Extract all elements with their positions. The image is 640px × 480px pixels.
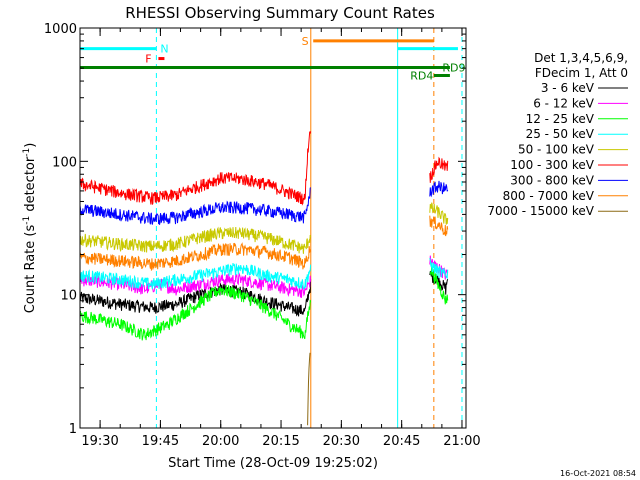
- x-tick-label: 21:00: [443, 434, 480, 449]
- series-line: [429, 257, 449, 280]
- series-line: [79, 187, 311, 225]
- series-line: [307, 352, 311, 426]
- y-tick-label: 1000: [44, 22, 77, 37]
- series-line: [79, 279, 312, 317]
- plot-area: NF S RD9 RD4: [79, 28, 466, 428]
- x-axis: 19:30 19:45 20:00 20:15 20:30 20:45 21:00: [79, 28, 481, 449]
- legend-label: 6 - 12 keV: [533, 96, 595, 110]
- series-line: [429, 271, 449, 295]
- x-tick-label: 20:30: [323, 434, 360, 449]
- legend-label: 50 - 100 keV: [518, 143, 595, 157]
- legend-header-line1: Det 1,3,4,5,6,9,: [534, 51, 628, 65]
- legend-label: 7000 - 15000 keV: [487, 204, 594, 218]
- y-axis-label-part: Count Rate (s: [23, 225, 38, 314]
- x-tick-label: 19:45: [142, 434, 179, 449]
- legend: Det 1,3,4,5,6,9, FDecim 1, Att 0 3 - 6 k…: [487, 51, 628, 218]
- series-line: [429, 215, 449, 237]
- legend-label: 12 - 25 keV: [526, 112, 595, 126]
- flag-label: S: [302, 35, 309, 48]
- x-axis-label: Start Time (28-Oct-09 19:25:02): [168, 456, 378, 471]
- series-line: [79, 263, 312, 290]
- y-axis-label-end: ): [23, 143, 38, 148]
- series-line: [79, 131, 312, 206]
- flag-label: N: [160, 43, 168, 56]
- series-line: [79, 242, 312, 271]
- plot-frame: [79, 27, 467, 429]
- legend-header-line2: FDecim 1, Att 0: [535, 66, 628, 80]
- footer-timestamp: 16-Oct-2021 08:54: [560, 469, 636, 478]
- y-axis-label-part2: detector: [23, 156, 38, 216]
- series-line: [429, 156, 449, 183]
- series-line: [79, 272, 312, 298]
- y-axis-label-exp1: -1: [22, 216, 32, 225]
- y-tick-label: 1: [69, 422, 77, 437]
- y-tick-label: 100: [52, 155, 77, 170]
- y-axis-label: Count Rate (s-1 detector-1): [22, 143, 38, 314]
- legend-label: 25 - 50 keV: [526, 127, 595, 141]
- y-axis: 1 10 100 1000: [44, 22, 466, 437]
- series-line: [429, 180, 449, 198]
- series-line: [429, 202, 449, 225]
- x-tick-label: 20:00: [202, 434, 239, 449]
- y-axis-label-exp2: -1: [22, 148, 32, 157]
- y-tick-label: 10: [60, 289, 77, 304]
- flag-label: RD4: [410, 70, 433, 83]
- x-tick-label: 20:45: [383, 434, 420, 449]
- x-tick-label: 20:15: [262, 434, 299, 449]
- chart-title: RHESSI Observing Summary Count Rates: [125, 4, 435, 22]
- x-tick-label: 19:30: [81, 434, 118, 449]
- series-line: [79, 226, 312, 254]
- flag-label: RD9: [442, 62, 465, 75]
- legend-label: 3 - 6 keV: [541, 81, 595, 95]
- series-line: [79, 284, 312, 341]
- legend-label: 800 - 7000 keV: [503, 189, 595, 203]
- legend-label: 300 - 800 keV: [510, 173, 594, 187]
- series-line: [429, 266, 449, 305]
- flag-label: F: [145, 53, 151, 66]
- legend-label: 100 - 300 keV: [510, 158, 594, 172]
